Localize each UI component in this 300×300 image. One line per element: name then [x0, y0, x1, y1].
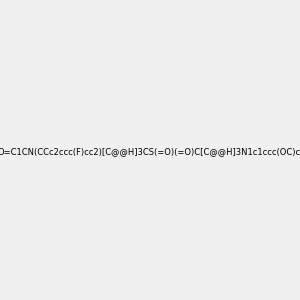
Text: O=C1CN(CCc2ccc(F)cc2)[C@@H]3CS(=O)(=O)C[C@@H]3N1c1ccc(OC)cc1: O=C1CN(CCc2ccc(F)cc2)[C@@H]3CS(=O)(=O)C[… [0, 147, 300, 156]
